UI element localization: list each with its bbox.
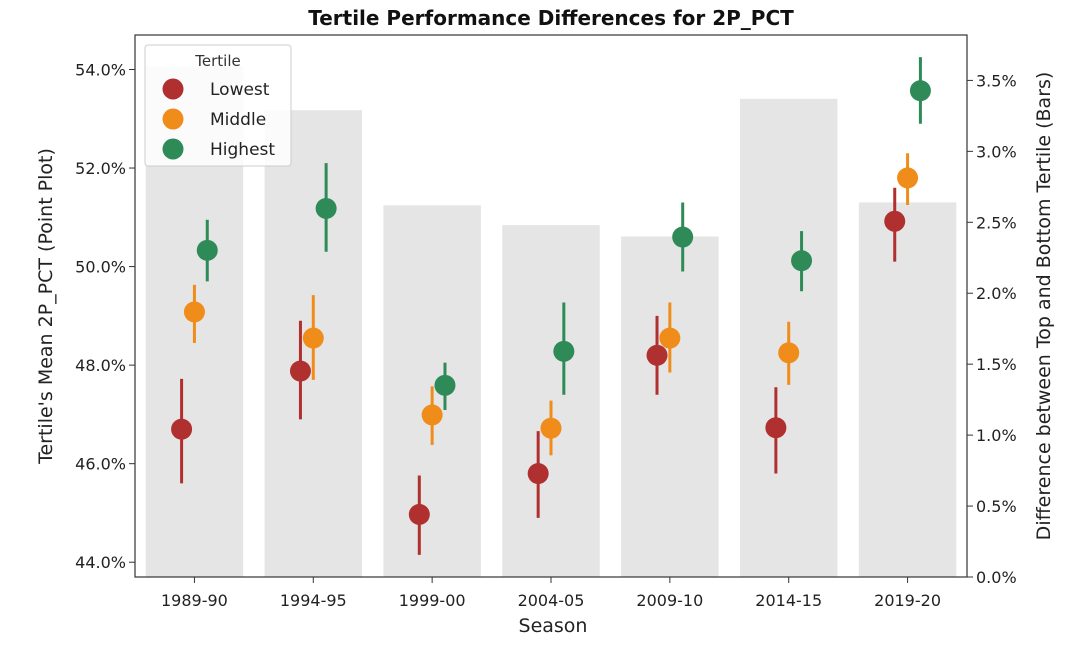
point-highest-2004-05 xyxy=(553,340,575,362)
right-tick-label: 3.0% xyxy=(976,142,1017,161)
left-tick-label: 46.0% xyxy=(75,455,126,474)
right-axis-ticks: 0.0% 0.5% 1.0% 1.5% 2.0% 2.5% 3.0% 3.5% xyxy=(967,71,1017,587)
legend-items: Lowest Middle Highest xyxy=(162,78,275,160)
point-highest-1994-95 xyxy=(315,197,337,219)
bar-2019-20 xyxy=(858,202,957,578)
point-highest-2014-15 xyxy=(791,250,813,272)
left-tick-label: 50.0% xyxy=(75,258,126,277)
right-tick-label: 2.5% xyxy=(976,213,1017,232)
point-highest-1989-90 xyxy=(196,239,218,261)
legend-marker-highest xyxy=(162,138,184,160)
left-axis-ticks: 44.0% 46.0% 48.0% 50.0% 52.0% 54.0% xyxy=(75,60,135,572)
left-tick-label: 54.0% xyxy=(75,60,126,79)
x-tick-label: 1989-90 xyxy=(161,591,228,610)
right-tick-label: 0.0% xyxy=(976,568,1017,587)
x-tick-label: 1994-95 xyxy=(280,591,347,610)
right-tick-label: 0.5% xyxy=(976,497,1017,516)
left-axis-label: Tertile's Mean 2P_PCT (Point Plot) xyxy=(35,148,57,465)
point-middle-2019-20 xyxy=(897,167,919,189)
point-lowest-1989-90 xyxy=(171,418,193,440)
x-axis-ticks: 1989-90 1994-95 1999-00 2004-05 2009-10 2014-… xyxy=(161,577,941,610)
x-tick-label: 2014-15 xyxy=(755,591,822,610)
point-middle-2009-10 xyxy=(659,327,681,349)
point-highest-1999-00 xyxy=(434,374,456,396)
legend: Tertile Lowest Middle Highest xyxy=(144,44,292,167)
point-lowest-2004-05 xyxy=(527,463,549,485)
left-tick-label: 44.0% xyxy=(75,553,126,572)
point-highest-2019-20 xyxy=(909,80,931,102)
point-middle-2014-15 xyxy=(778,342,800,364)
point-lowest-2019-20 xyxy=(884,210,906,232)
x-tick-label: 2019-20 xyxy=(874,591,941,610)
legend-box xyxy=(144,44,292,167)
right-tick-label: 2.0% xyxy=(976,284,1017,303)
series-highest xyxy=(196,57,931,410)
series-middle xyxy=(183,153,919,456)
right-axis-label: Difference between Top and Bottom Tertil… xyxy=(1033,72,1055,541)
point-lowest-1994-95 xyxy=(289,360,311,382)
chart-title: Tertile Performance Differences for 2P_P… xyxy=(308,6,794,30)
right-tick-label: 1.5% xyxy=(976,355,1017,374)
legend-marker-lowest xyxy=(162,78,184,100)
legend-label-middle: Middle xyxy=(210,110,266,130)
point-lowest-2009-10 xyxy=(646,344,668,366)
legend-marker-middle xyxy=(162,108,184,130)
point-lowest-1999-00 xyxy=(408,503,430,525)
legend-title: Tertile xyxy=(194,52,240,70)
right-tick-label: 3.5% xyxy=(976,71,1017,90)
legend-label-highest: Highest xyxy=(210,140,275,160)
bar-2009-10 xyxy=(621,236,719,577)
x-tick-label: 2004-05 xyxy=(518,591,585,610)
point-middle-1989-90 xyxy=(183,301,205,323)
x-tick-label: 1999-00 xyxy=(399,591,466,610)
points-layer xyxy=(171,57,931,555)
right-tick-label: 1.0% xyxy=(976,426,1017,445)
point-middle-2004-05 xyxy=(540,417,562,439)
legend-label-lowest: Lowest xyxy=(210,80,270,100)
point-middle-1994-95 xyxy=(302,327,324,349)
point-highest-2009-10 xyxy=(672,226,694,248)
left-tick-label: 48.0% xyxy=(75,356,126,375)
point-middle-1999-00 xyxy=(421,404,443,426)
x-tick-label: 2009-10 xyxy=(636,591,703,610)
point-lowest-2014-15 xyxy=(765,417,787,439)
left-tick-label: 52.0% xyxy=(75,159,126,178)
series-lowest xyxy=(171,187,906,555)
x-axis-label: Season xyxy=(519,615,588,637)
